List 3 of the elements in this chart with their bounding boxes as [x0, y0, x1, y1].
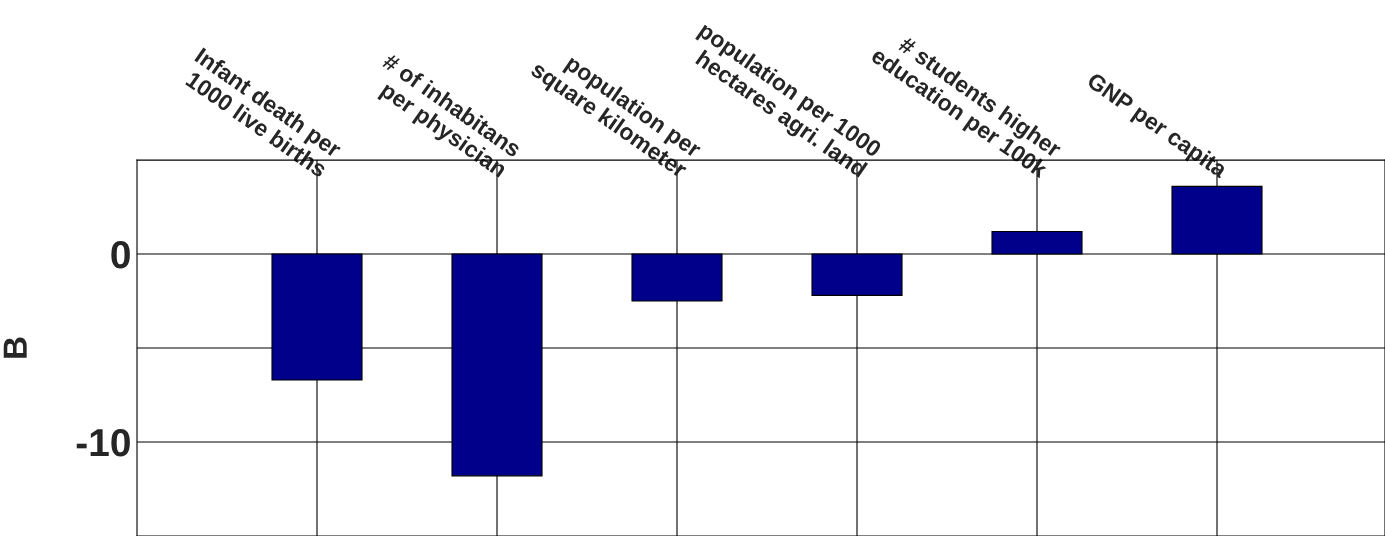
y-axis-title: B: [3, 337, 27, 358]
y-tick-label: -10: [76, 428, 130, 457]
y-tick-label: 0: [111, 240, 130, 269]
